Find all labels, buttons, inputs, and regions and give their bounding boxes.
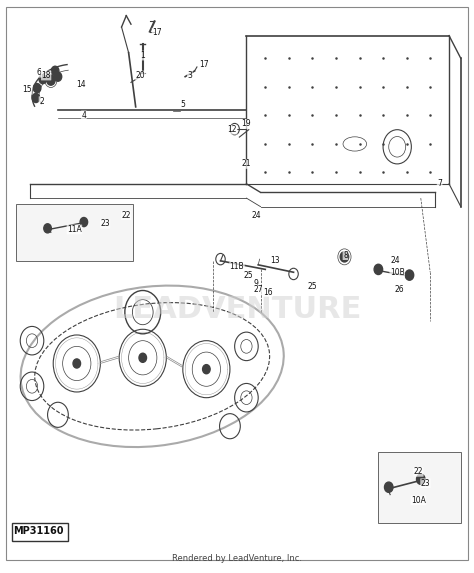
Text: 24: 24	[390, 256, 400, 265]
Text: 9: 9	[254, 279, 258, 288]
Text: 6: 6	[36, 68, 42, 77]
Text: 18: 18	[41, 71, 51, 80]
Circle shape	[202, 364, 210, 374]
Circle shape	[32, 93, 40, 103]
Text: LEADVENTURE: LEADVENTURE	[113, 295, 361, 324]
Text: 22: 22	[121, 211, 131, 219]
Text: 23: 23	[100, 219, 110, 228]
Text: 15: 15	[22, 85, 32, 95]
Circle shape	[384, 482, 393, 492]
Circle shape	[80, 218, 88, 227]
Text: 10A: 10A	[411, 496, 426, 505]
Text: 2: 2	[39, 97, 44, 105]
Text: 10B: 10B	[390, 268, 405, 277]
Text: 23: 23	[421, 478, 430, 488]
Circle shape	[73, 359, 81, 368]
Text: 25: 25	[244, 270, 254, 280]
Text: 12: 12	[228, 125, 237, 134]
Text: 11A: 11A	[67, 225, 82, 234]
Circle shape	[39, 74, 46, 84]
Circle shape	[44, 224, 51, 233]
Text: 1: 1	[140, 51, 145, 60]
Circle shape	[51, 66, 59, 75]
Circle shape	[139, 353, 146, 362]
Circle shape	[405, 270, 414, 280]
Circle shape	[54, 72, 62, 81]
Text: 25: 25	[308, 282, 317, 291]
Circle shape	[33, 84, 41, 93]
Text: 3: 3	[187, 71, 192, 80]
Text: 5: 5	[181, 100, 185, 108]
Text: 19: 19	[242, 120, 251, 128]
Text: MP31160: MP31160	[13, 525, 64, 536]
FancyBboxPatch shape	[12, 523, 68, 541]
Text: 22: 22	[414, 468, 423, 476]
Bar	[16, 204, 133, 261]
Circle shape	[46, 75, 55, 85]
Text: 24: 24	[251, 211, 261, 219]
Bar	[378, 452, 461, 523]
Text: 17: 17	[199, 60, 209, 69]
Text: 4: 4	[82, 111, 86, 120]
Text: 13: 13	[270, 256, 280, 265]
Circle shape	[340, 252, 349, 262]
Circle shape	[374, 264, 383, 274]
Text: 21: 21	[242, 159, 251, 168]
Text: Rendered by LeadVenture, Inc.: Rendered by LeadVenture, Inc.	[172, 554, 302, 563]
Text: 7: 7	[437, 179, 442, 189]
Text: 26: 26	[395, 285, 404, 294]
Text: 20: 20	[136, 71, 145, 80]
Text: 8: 8	[343, 250, 348, 260]
Text: 27: 27	[254, 285, 263, 294]
Text: 17: 17	[152, 28, 162, 37]
Text: 11B: 11B	[230, 262, 244, 271]
Text: 16: 16	[263, 288, 273, 297]
Text: 14: 14	[77, 80, 86, 89]
Circle shape	[417, 474, 425, 484]
